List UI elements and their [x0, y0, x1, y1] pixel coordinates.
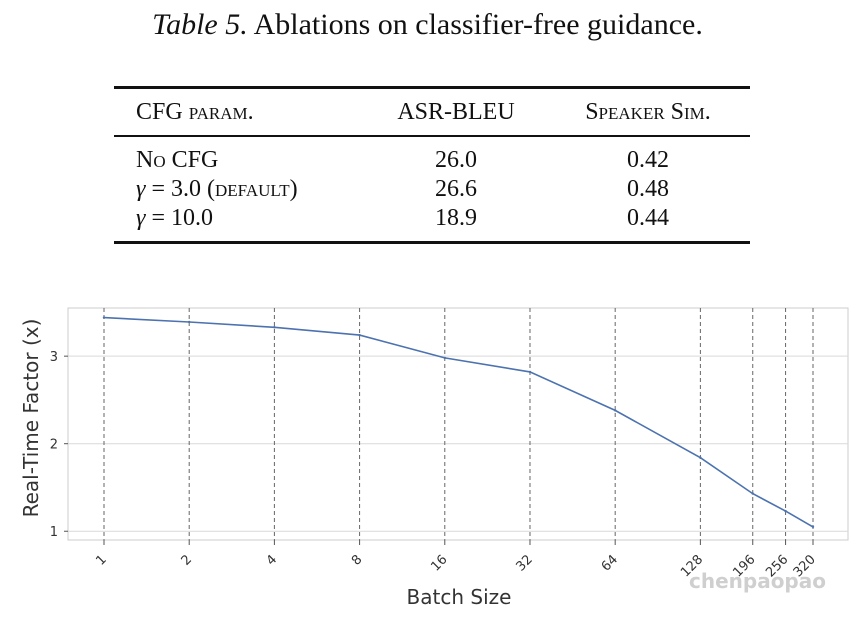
x-tick-label: 16	[428, 552, 450, 574]
plot-frame	[67, 307, 849, 541]
data-point	[443, 356, 446, 360]
param-value: = 3.0	[151, 176, 202, 202]
y-tick-label: 1	[50, 525, 58, 540]
y-axis-label: Real-Time Factor (x)	[19, 319, 43, 518]
caption-label: Table 5.	[152, 8, 248, 41]
data-point	[187, 320, 191, 324]
table-row: No CFG 26.0 0.42	[114, 136, 750, 175]
gamma-symbol: γ	[136, 205, 146, 231]
table-row: γ = 3.0 (default) 26.6 0.48	[114, 175, 750, 204]
y-tick-label: 2	[50, 438, 58, 453]
gamma-symbol: γ	[136, 176, 146, 202]
x-tick-label: 32	[514, 552, 536, 574]
row-asr-bleu: 18.9	[366, 204, 546, 244]
data-point	[102, 316, 106, 319]
x-tick-label: 64	[599, 552, 621, 574]
row-asr-bleu: 26.0	[435, 147, 477, 173]
data-point	[784, 509, 787, 513]
data-point	[811, 525, 815, 529]
data-point	[528, 370, 532, 374]
x-axis-label: Batch Size	[407, 585, 512, 609]
y-tick-label: 3	[50, 350, 58, 365]
ablation-table: CFG param. ASR-BLEU Speaker Sim. No CFG …	[114, 86, 750, 244]
row-param: No CFG	[136, 147, 219, 173]
row-speaker-sim: 0.44	[546, 204, 750, 244]
data-point	[699, 456, 702, 459]
caption-text: Ablations on classifier-free guidance.	[253, 8, 703, 41]
row-param: γ = 3.0 (default)	[114, 175, 366, 204]
header-cfg-param: CFG param.	[114, 86, 366, 137]
row-param: γ = 10.0	[114, 204, 366, 244]
x-tick-label: 1	[93, 552, 109, 568]
data-point	[613, 409, 617, 412]
row-asr-bleu: 26.6	[435, 176, 477, 202]
table-caption: Table 5. Ablations on classifier-free gu…	[0, 8, 855, 42]
x-tick-label: 4	[264, 552, 280, 568]
x-tick-label: 2	[179, 552, 195, 568]
row-speaker-sim: 0.48	[627, 176, 669, 202]
header-asr-bleu: ASR-BLEU	[366, 86, 546, 137]
param-note: (default)	[207, 176, 298, 202]
data-point	[273, 326, 276, 329]
table-row: γ = 10.0 18.9 0.44	[114, 204, 750, 244]
row-speaker-sim: 0.42	[627, 147, 669, 173]
data-point	[751, 492, 754, 495]
watermark: chenpaopao	[689, 569, 826, 593]
header-speaker-sim: Speaker Sim.	[546, 86, 750, 137]
param-value: = 10.0	[151, 205, 214, 231]
x-tick-label: 8	[349, 552, 365, 568]
data-point	[358, 333, 361, 337]
